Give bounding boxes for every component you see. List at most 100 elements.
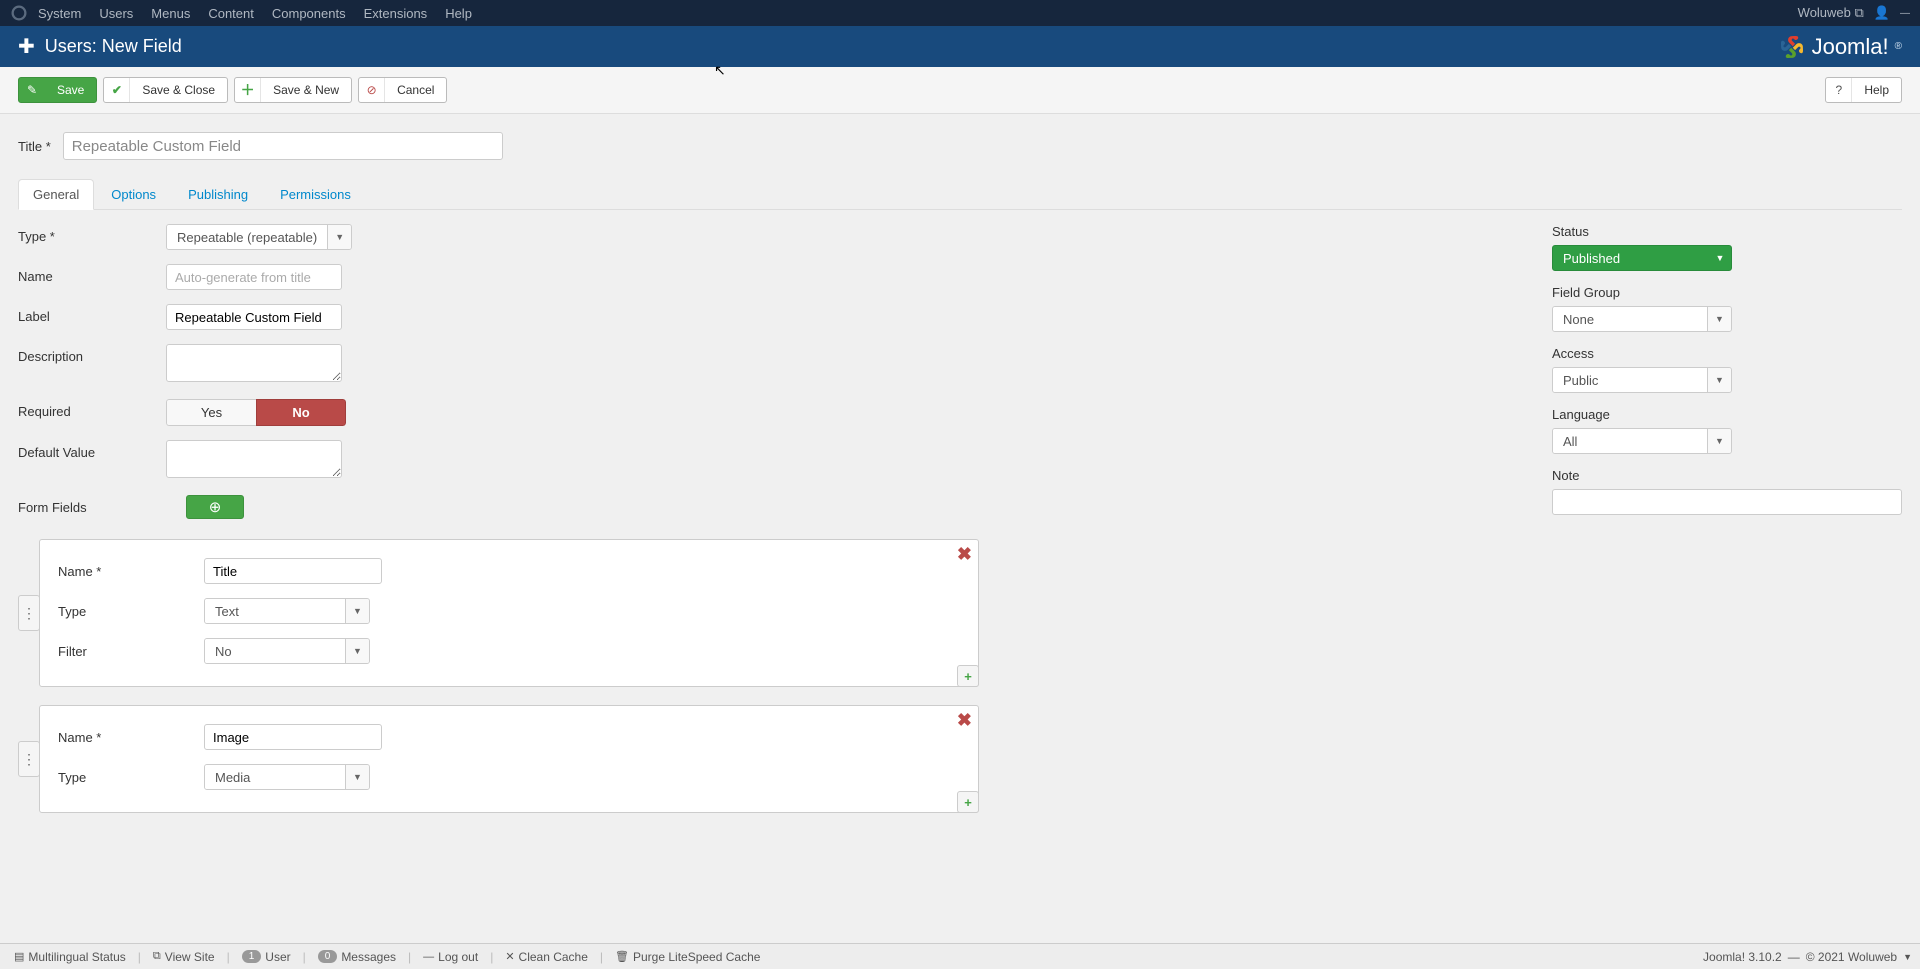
default-value-label: Default Value [18,440,166,460]
form-left-column: Type * Repeatable (repeatable) ▼ Name La… [18,224,1512,831]
cancel-button[interactable]: ⊘ Cancel [358,77,447,103]
subform-name-input[interactable] [204,558,382,584]
chevron-down-icon: ▼ [345,599,369,623]
subform-filter-label: Filter [58,644,204,659]
label-label: Label [18,304,166,324]
form-right-column: Status Published ▼ Field Group None ▼ Ac… [1552,224,1902,529]
subform-item: ⋮ ✖ Name * Type Media ▼ [18,705,1512,813]
note-input[interactable] [1552,489,1902,515]
label-input[interactable] [166,304,342,330]
status-select[interactable]: Published ▼ [1552,245,1732,271]
subform-type-label: Type [58,770,204,785]
menu-help[interactable]: Help [445,6,472,21]
chevron-down-icon: ▼ [1707,368,1731,392]
tab-general[interactable]: General [18,179,94,210]
status-label: Status [1552,224,1902,239]
add-after-button[interactable]: + [957,791,979,813]
view-site-link[interactable]: ⧉View Site [147,950,221,964]
remove-subform-button[interactable]: ✖ [957,544,972,565]
users-link[interactable]: 1User [236,950,297,964]
required-yes[interactable]: Yes [166,399,256,426]
help-button[interactable]: ? Help [1825,77,1902,103]
name-label: Name [18,264,166,284]
apply-icon: ✎ [19,78,45,102]
logout-icon: — [423,951,434,963]
title-input[interactable] [63,132,503,160]
user-menu-icon[interactable]: 👤 [1874,5,1890,21]
menu-extensions[interactable]: Extensions [364,6,428,21]
toolbar: ✎ Save ✔ Save & Close ＋ Save & New ⊘ Can… [0,67,1920,114]
subform-name-label: Name * [58,730,204,745]
subform-filter-select[interactable]: No ▼ [204,638,370,664]
drag-handle-icon[interactable]: ⋮ [18,741,40,777]
remove-subform-button[interactable]: ✖ [957,710,972,731]
subform-item: ⋮ ✖ Name * Type Text ▼ [18,539,1512,687]
plus-circle-icon: ⊕ [209,498,222,516]
language-label: Language [1552,407,1902,422]
description-label: Description [18,344,166,364]
drag-handle-icon[interactable]: ⋮ [18,595,40,631]
joomla-version: Joomla! 3.10.2 [1703,950,1782,964]
type-select[interactable]: Repeatable (repeatable) ▼ [166,224,352,250]
description-textarea[interactable] [166,344,342,382]
purge-cache-link[interactable]: 🗑Purge LiteSpeed Cache [609,950,766,964]
field-group-label: Field Group [1552,285,1902,300]
language-select[interactable]: All ▼ [1552,428,1732,454]
cancel-icon: ⊘ [359,78,385,102]
save-close-button[interactable]: ✔ Save & Close [103,77,228,103]
add-form-field-button[interactable]: ⊕ [186,495,244,519]
title-label: Title * [18,139,51,154]
messages-link[interactable]: 0Messages [312,950,402,964]
chevron-down-icon[interactable]: ▼ [1903,952,1912,962]
page-header: ✚ Users: New Field Joomla!® [0,26,1920,67]
status-bar: ▤Multilingual Status | ⧉View Site | 1Use… [0,943,1920,969]
joomla-logo-text: Joomla! [1812,34,1889,60]
chevron-down-icon: ▼ [1707,429,1731,453]
content-area: Title * General Options Publishing Permi… [0,114,1920,881]
joomla-logo: Joomla!® [1778,33,1902,61]
subform-name-input[interactable] [204,724,382,750]
menu-system[interactable]: System [38,6,81,21]
chevron-down-icon: ▼ [327,225,351,249]
clear-cache-link[interactable]: ✕Clean Cache [499,950,594,964]
name-input[interactable] [166,264,342,290]
required-label: Required [18,399,166,419]
title-row: Title * [18,132,1902,160]
page-title: Users: New Field [45,36,182,57]
collapse-icon[interactable]: — [1900,8,1910,19]
logout-link[interactable]: —Log out [417,950,484,964]
chevron-down-icon: ▼ [1709,246,1731,270]
menu-menus[interactable]: Menus [151,6,190,21]
tab-permissions[interactable]: Permissions [265,179,366,210]
plus-icon: ＋ [235,78,261,102]
chevron-down-icon: ▼ [1707,307,1731,331]
multilingual-status-link[interactable]: ▤Multilingual Status [8,950,132,964]
save-button[interactable]: ✎ Save [18,77,97,103]
subform-type-label: Type [58,604,204,619]
chevron-down-icon: ▼ [345,639,369,663]
default-value-textarea[interactable] [166,440,342,478]
subform-type-select[interactable]: Media ▼ [204,764,370,790]
add-after-button[interactable]: + [957,665,979,687]
menu-content[interactable]: Content [208,6,254,21]
chevron-down-icon: ▼ [345,765,369,789]
bolt-icon: ✕ [505,950,514,963]
menu-users[interactable]: Users [99,6,133,21]
site-name-link[interactable]: Woluweb ⧉ [1798,5,1864,21]
tab-options[interactable]: Options [96,179,171,210]
help-icon: ? [1826,78,1852,102]
menu-components[interactable]: Components [272,6,346,21]
save-new-button[interactable]: ＋ Save & New [234,77,352,103]
access-select[interactable]: Public ▼ [1552,367,1732,393]
required-no[interactable]: No [256,399,346,426]
subform-type-select[interactable]: Text ▼ [204,598,370,624]
field-group-select[interactable]: None ▼ [1552,306,1732,332]
subform-name-label: Name * [58,564,204,579]
form-fields-label: Form Fields [18,495,166,515]
note-label: Note [1552,468,1902,483]
separator: — [1788,950,1800,964]
external-link-icon: ⧉ [153,950,161,963]
check-icon: ✔ [104,78,130,102]
required-radio: Yes No [166,399,346,426]
tab-publishing[interactable]: Publishing [173,179,263,210]
